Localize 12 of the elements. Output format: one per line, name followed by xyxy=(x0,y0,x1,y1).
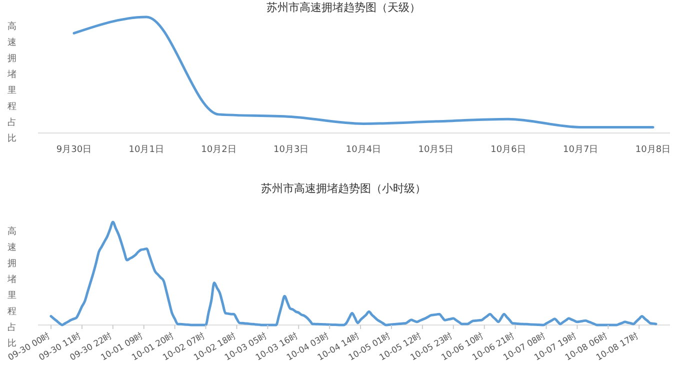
x-tick-label: 10月5日 xyxy=(418,145,454,155)
x-tick-label: 10月4日 xyxy=(346,145,382,155)
chart-title: 苏州市高速拥堵趋势图（小时级） xyxy=(261,182,426,195)
x-tick-label: 10月8日 xyxy=(635,145,671,155)
x-tick-label: 10月6日 xyxy=(490,145,526,155)
x-tick-label: 10月2日 xyxy=(201,145,236,155)
chart-title: 苏州市高速拥堵趋势图（天级） xyxy=(266,1,420,14)
x-tick-label: 10月7日 xyxy=(563,145,598,155)
y-axis-title: 高速拥堵里程占比 xyxy=(6,21,16,144)
x-tick-label: 9月30日 xyxy=(56,145,92,155)
x-tick-label: 10月1日 xyxy=(128,145,164,155)
x-tick-label: 10月3日 xyxy=(274,145,309,155)
